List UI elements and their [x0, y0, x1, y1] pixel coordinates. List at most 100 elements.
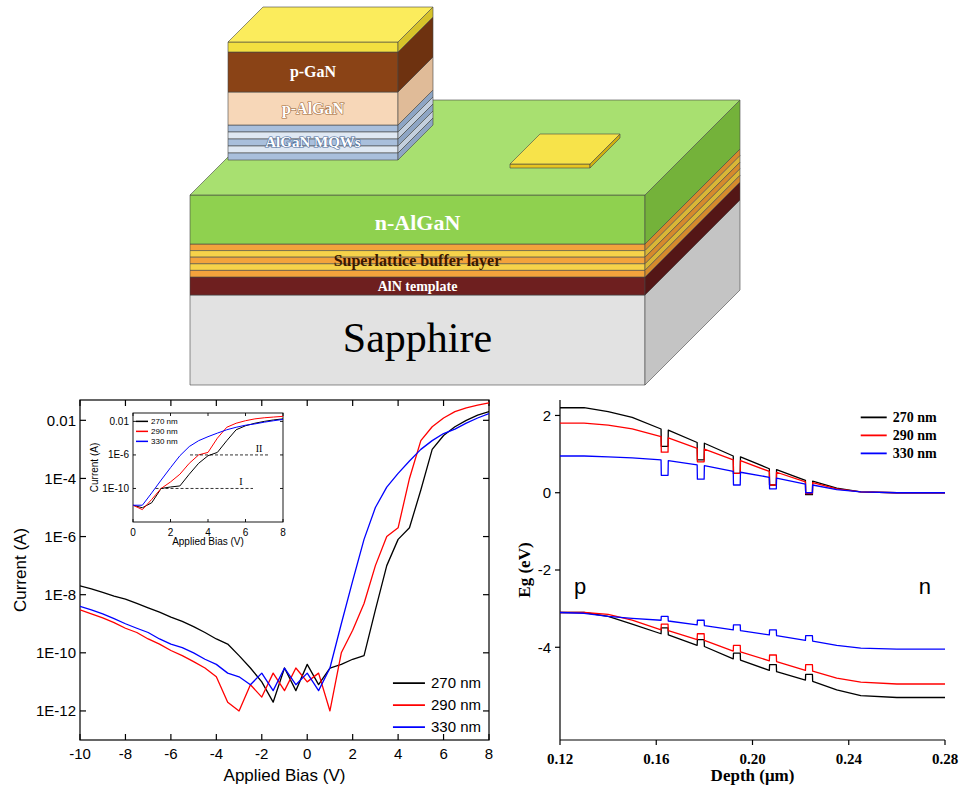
x-tick — [443, 400, 444, 406]
legend-swatch — [136, 431, 148, 433]
chart-panel: 0.120.160.200.240.28-4-202Depth (μm)Eg (… — [515, 400, 958, 785]
x-tick — [79, 400, 80, 406]
x-tick-label: -4 — [210, 745, 223, 762]
p-gan-front — [228, 52, 398, 92]
x-tick-label: -2 — [255, 745, 268, 762]
reference-line — [190, 454, 268, 455]
annotation: II — [256, 443, 263, 454]
x-tick-label: 8 — [485, 745, 493, 762]
y-tick-label: 1E-10 — [36, 644, 76, 661]
layer-label: Sapphire — [343, 315, 492, 361]
y-tick-label: 2 — [543, 407, 551, 424]
x-tick-label: 0.16 — [643, 751, 670, 767]
plot-background — [133, 413, 283, 522]
series-line — [560, 613, 945, 684]
y-tick — [555, 492, 560, 493]
y-tick — [280, 454, 283, 455]
legend-label: 290 nm — [431, 696, 481, 713]
x-tick — [283, 519, 284, 522]
chart-panel: 024680.011E-61E-10Applied Bias (V)Curren… — [89, 413, 286, 547]
y-tick — [133, 488, 136, 489]
legend-label: 330 nm — [893, 446, 937, 461]
legend-label: 330 nm — [431, 718, 481, 735]
legend-label: 270 nm — [431, 674, 481, 691]
layer-label: n-AlGaN — [375, 210, 461, 235]
y-tick-label: 0 — [543, 484, 551, 501]
legend-label: 290 nm — [893, 428, 937, 443]
legend: 270 nm 290 nm 330 nm — [393, 674, 481, 735]
legend-label: 330 nm — [151, 437, 178, 446]
n-contact-top — [510, 134, 620, 164]
y-tick — [80, 710, 86, 711]
series-line — [560, 423, 945, 493]
x-tick — [261, 734, 262, 740]
x-tick-label: 0.28 — [932, 751, 958, 767]
x-tick — [133, 413, 134, 416]
y-tick-label: 1E-10 — [102, 483, 129, 494]
y-tick — [483, 652, 489, 653]
y-axis-title: Eg (eV) — [515, 542, 534, 597]
y-tick-label: 1E-4 — [44, 470, 76, 487]
x-tick-label: 8 — [280, 527, 286, 538]
y-tick-label: 1E-6 — [44, 528, 76, 545]
legend-label: 270 nm — [151, 417, 178, 426]
x-tick-label: 4 — [394, 745, 402, 762]
x-tick — [170, 400, 171, 406]
y-tick — [555, 647, 560, 648]
series-line — [133, 416, 283, 509]
reference-line — [156, 488, 254, 489]
x-tick — [245, 413, 246, 416]
y-tick-label: -2 — [538, 561, 551, 578]
x-tick-label: -10 — [69, 745, 91, 762]
x-axis-title: Depth (μm) — [711, 766, 795, 785]
superlattice-stripe-front — [190, 244, 645, 251]
x-axis-title: Applied Bias (V) — [172, 536, 244, 547]
x-tick — [352, 734, 353, 740]
y-tick — [483, 710, 489, 711]
x-tick — [559, 740, 560, 745]
y-tick — [483, 536, 489, 537]
y-tick — [80, 478, 86, 479]
y-tick — [280, 421, 283, 422]
x-tick — [398, 400, 399, 406]
y-tick-label: 0.01 — [110, 416, 130, 427]
legend-label: 270 nm — [893, 410, 937, 425]
p-algan-front — [228, 92, 398, 125]
figure: p-GaNp-AlGaNAlGaN MQWsn-AlGaNSuperlattic… — [0, 0, 971, 791]
plot-frame — [133, 413, 283, 522]
layer-label: AlN template — [378, 279, 458, 294]
x-tick — [125, 400, 126, 406]
series-line — [80, 414, 489, 691]
x-tick-label: -6 — [164, 745, 177, 762]
aln-template-front — [190, 277, 645, 295]
legend-swatch — [393, 682, 425, 684]
y-tick-label: 1E-6 — [108, 449, 130, 460]
x-tick-label: 0.20 — [739, 751, 765, 767]
y-tick — [483, 478, 489, 479]
series-group — [560, 408, 945, 698]
mqw-stripe-side — [398, 118, 433, 160]
x-tick — [307, 400, 308, 406]
x-tick — [216, 734, 217, 740]
p-contact-top — [228, 7, 433, 42]
legend-swatch — [393, 704, 425, 706]
legend-swatch — [861, 452, 887, 454]
legend-swatch — [861, 416, 887, 418]
layer-label: p-GaN — [290, 63, 337, 81]
layer-label: AlGaN MQWs — [265, 134, 361, 150]
x-tick-label: 6 — [439, 745, 447, 762]
p-contact-front — [228, 42, 398, 52]
y-axis-title: Current (A) — [89, 443, 100, 492]
sapphire-front — [190, 295, 645, 385]
x-tick — [208, 519, 209, 522]
annotation: I — [239, 476, 242, 487]
x-tick-label: 0 — [303, 745, 311, 762]
series-group — [80, 403, 489, 711]
mqw-stripe-front — [228, 125, 398, 132]
y-tick — [555, 415, 560, 416]
legend-swatch — [136, 421, 148, 423]
legend-swatch — [136, 441, 148, 443]
x-tick-label: 2 — [348, 745, 356, 762]
legend-label: 290 nm — [151, 427, 178, 436]
x-tick — [170, 734, 171, 740]
